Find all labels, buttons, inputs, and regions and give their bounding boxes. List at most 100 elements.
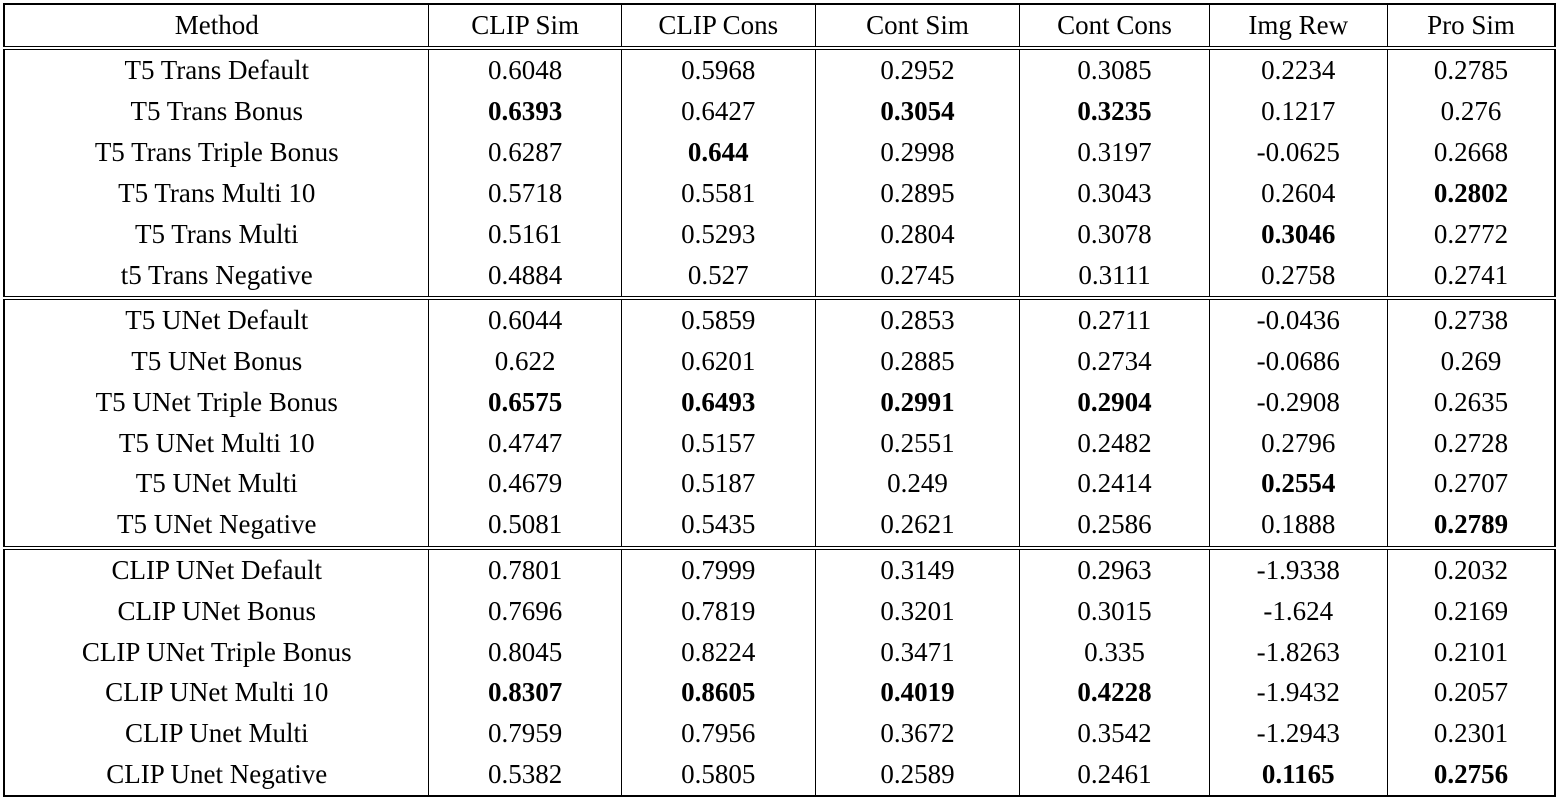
value-cell: -0.2908 <box>1208 381 1388 423</box>
value-cell: 0.2301 <box>1386 713 1556 754</box>
value-cell: 0.3078 <box>1019 213 1210 255</box>
value-cell: 0.2952 <box>814 48 1021 92</box>
value-cell: 0.2802 <box>1386 172 1556 214</box>
value-cell: 0.6575 <box>428 381 622 423</box>
value-cell: 0.2772 <box>1386 213 1556 255</box>
value-cell: 0.5382 <box>428 753 622 796</box>
method-cell: CLIP Unet Multi <box>3 713 430 754</box>
value-cell: 0.8605 <box>620 672 816 714</box>
method-cell: CLIP UNet Bonus <box>3 590 430 632</box>
table-row: CLIP UNet Default 0.7801 0.7999 0.3149 0.296… <box>3 547 1556 591</box>
value-cell: -1.2943 <box>1208 713 1388 754</box>
value-cell: 0.5805 <box>620 753 816 796</box>
table-row: CLIP UNet Bonus 0.7696 0.7819 0.3201 0.3015-… <box>3 590 1556 632</box>
value-cell: 0.2635 <box>1386 381 1556 423</box>
table-row: T5 Trans Bonus 0.6393 0.6427 0.3054 0.3235 0.… <box>3 91 1556 133</box>
value-cell: 0.2668 <box>1386 132 1556 173</box>
method-cell: CLIP UNet Triple Bonus <box>3 631 430 673</box>
value-cell: 0.1888 <box>1208 504 1388 548</box>
value-cell: 0.269 <box>1386 341 1556 382</box>
value-cell: 0.2621 <box>814 504 1021 548</box>
column-header: Cont Cons <box>1019 4 1210 48</box>
value-cell: -1.9338 <box>1208 547 1388 591</box>
value-cell: 0.6048 <box>428 48 622 92</box>
value-cell: -0.0625 <box>1208 132 1388 173</box>
value-cell: 0.3471 <box>814 631 1021 673</box>
value-cell: 0.4747 <box>428 422 622 464</box>
value-cell: 0.2991 <box>814 381 1021 423</box>
method-cell: T5 Trans Bonus <box>3 91 430 133</box>
value-cell: -1.624 <box>1208 590 1388 632</box>
value-cell: 0.7819 <box>620 590 816 632</box>
column-header: CLIP Sim <box>428 4 622 48</box>
value-cell: -1.8263 <box>1208 631 1388 673</box>
value-cell: 0.2586 <box>1019 504 1210 548</box>
value-cell: 0.3043 <box>1019 172 1210 214</box>
method-cell: CLIP UNet Multi 10 <box>3 672 430 714</box>
value-cell: 0.527 <box>620 254 816 298</box>
value-cell: 0.3201 <box>814 590 1021 632</box>
method-cell: CLIP UNet Default <box>3 547 430 591</box>
value-cell: 0.8045 <box>428 631 622 673</box>
table-row: T5 Trans Multi 0.5161 0.5293 0.2804 0.3078 0.… <box>3 213 1556 255</box>
value-cell: 0.276 <box>1386 91 1556 133</box>
table-row: T5 UNet Negative 0.5081 0.5435 0.2621 0.2586… <box>3 504 1556 548</box>
value-cell: 0.3054 <box>814 91 1021 133</box>
column-header: Img Rew <box>1208 4 1388 48</box>
method-cell: T5 Trans Default <box>3 48 430 92</box>
value-cell: 0.5435 <box>620 504 816 548</box>
table-row: CLIP UNet Multi 10 0.8307 0.8605 0.4019 0.42… <box>3 672 1556 714</box>
value-cell: 0.2461 <box>1019 753 1210 796</box>
column-header: Pro Sim <box>1386 4 1556 48</box>
value-cell: 0.2589 <box>814 753 1021 796</box>
value-cell: 0.8307 <box>428 672 622 714</box>
table-row: CLIP Unet Multi 0.7959 0.7956 0.3672 0.3542-… <box>3 713 1556 754</box>
results-table: Method CLIP Sim CLIP Cons Cont Sim Cont Cons… <box>3 3 1556 797</box>
value-cell: 0.249 <box>814 463 1021 505</box>
value-cell: 0.5187 <box>620 463 816 505</box>
value-cell: 0.2904 <box>1019 381 1210 423</box>
value-cell: 0.4228 <box>1019 672 1210 714</box>
value-cell: 0.4884 <box>428 254 622 298</box>
value-cell: 0.2551 <box>814 422 1021 464</box>
value-cell: 0.5581 <box>620 172 816 214</box>
table-row: T5 UNet Multi 10 0.4747 0.5157 0.2551 0.2482… <box>3 422 1556 464</box>
method-cell: T5 UNet Negative <box>3 504 430 548</box>
value-cell: 0.2785 <box>1386 48 1556 92</box>
value-cell: 0.2789 <box>1386 504 1556 548</box>
value-cell: 0.5081 <box>428 504 622 548</box>
value-cell: 0.2728 <box>1386 422 1556 464</box>
table-row: CLIP UNet Triple Bonus 0.8045 0.8224 0.3471… <box>3 631 1556 673</box>
method-cell: T5 Trans Triple Bonus <box>3 132 430 173</box>
table-row: T5 Trans Triple Bonus 0.6287 0.644 0.2998 0.… <box>3 132 1556 173</box>
table-row: CLIP Unet Negative 0.5382 0.5805 0.2589 0.24… <box>3 753 1556 796</box>
value-cell: 0.8224 <box>620 631 816 673</box>
value-cell: 0.2101 <box>1386 631 1556 673</box>
value-cell: -1.9432 <box>1208 672 1388 714</box>
value-cell: 0.7956 <box>620 713 816 754</box>
table-body: T5 Trans Default 0.6048 0.5968 0.2952 0.3085… <box>3 48 1556 796</box>
value-cell: 0.6044 <box>428 297 622 342</box>
value-cell: 0.2853 <box>814 297 1021 342</box>
value-cell: 0.6427 <box>620 91 816 133</box>
value-cell: 0.7999 <box>620 547 816 591</box>
value-cell: 0.6393 <box>428 91 622 133</box>
column-header: CLIP Cons <box>620 4 816 48</box>
method-cell: T5 Trans Multi 10 <box>3 172 430 214</box>
value-cell: 0.5859 <box>620 297 816 342</box>
value-cell: 0.5293 <box>620 213 816 255</box>
value-cell: 0.2554 <box>1208 463 1388 505</box>
method-cell: t5 Trans Negative <box>3 254 430 298</box>
method-cell: T5 UNet Multi 10 <box>3 422 430 464</box>
value-cell: 0.2758 <box>1208 254 1388 298</box>
value-cell: 0.2734 <box>1019 341 1210 382</box>
column-header: Method <box>3 4 430 48</box>
value-cell: 0.1217 <box>1208 91 1388 133</box>
value-cell: 0.622 <box>428 341 622 382</box>
value-cell: 0.6201 <box>620 341 816 382</box>
value-cell: 0.7959 <box>428 713 622 754</box>
value-cell: 0.7801 <box>428 547 622 591</box>
value-cell: 0.2234 <box>1208 48 1388 92</box>
value-cell: 0.2804 <box>814 213 1021 255</box>
